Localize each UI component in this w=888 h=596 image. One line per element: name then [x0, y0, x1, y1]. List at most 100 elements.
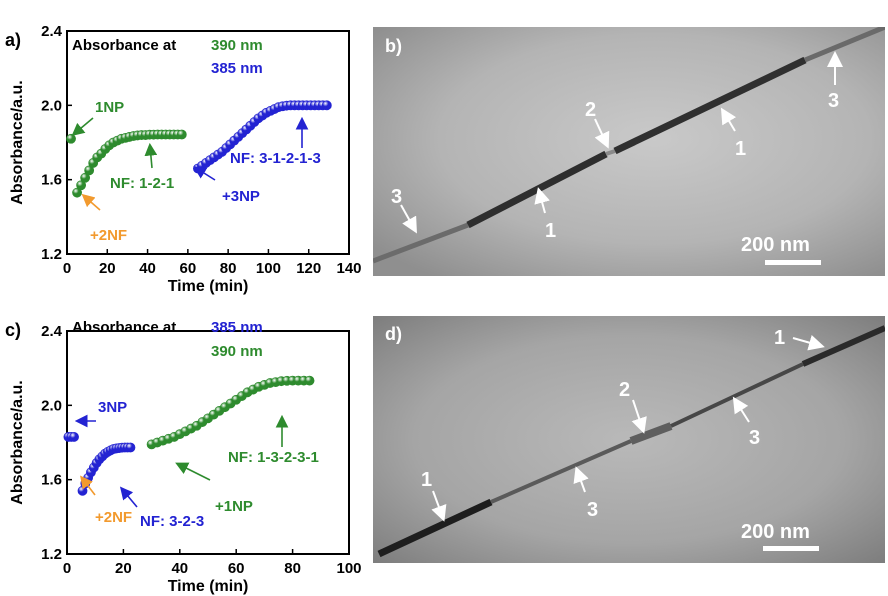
- y-axis-title: Absorbance/a.u.: [9, 380, 26, 504]
- tem-background: [373, 27, 885, 276]
- data-point: [76, 180, 86, 191]
- y-tick-label: 1.2: [41, 546, 62, 563]
- annotation-label: +1NP: [215, 498, 253, 515]
- nanowire-segment-3: [804, 27, 885, 63]
- x-tick-label: 60: [228, 560, 245, 577]
- label-segment: 1: [545, 220, 556, 242]
- arrow-1-right: [720, 107, 737, 132]
- scale-bar-label: 200 nm: [741, 521, 810, 543]
- label-segment: 3: [749, 427, 760, 449]
- data-point: [125, 442, 136, 453]
- annotation-label: NF: 3-2-3: [140, 513, 204, 530]
- legend-title: Absorbance at: [72, 37, 176, 54]
- label-segment: 2: [619, 379, 630, 401]
- x-tick-label: 0: [63, 260, 71, 277]
- annotation-label: 3NP: [98, 399, 127, 416]
- panel-label: d): [385, 324, 402, 344]
- label-segment: 1: [774, 327, 785, 349]
- arrow-2: [594, 118, 610, 149]
- label-segment: 2: [585, 99, 596, 121]
- legend-entry: 390 nm: [211, 37, 263, 54]
- scale-bar: [763, 546, 819, 551]
- y-tick-label: 2.4: [41, 323, 63, 340]
- nanowire-segment-2: [605, 149, 616, 156]
- y-tick-label: 2.4: [41, 23, 63, 40]
- y-axis-title: Absorbance/a.u.: [9, 80, 26, 204]
- plot-frame: [66, 30, 350, 255]
- y-tick-label: 1.6: [41, 472, 62, 489]
- chart-panel-c: 0 20 40 60 80 100 1.2 1.6 2.0 2.4 Time (min) Absorb…: [5, 319, 362, 595]
- annotation-label: +2NF: [95, 509, 132, 526]
- y-tick-label: 2.0: [41, 97, 62, 114]
- arrow-3-left: [573, 466, 589, 493]
- annotation-label: +2NF: [90, 227, 127, 244]
- panel-label: c): [5, 320, 21, 340]
- plot-frame: [66, 330, 350, 555]
- arrow-1-right: [792, 335, 825, 351]
- label-segment: 1: [735, 138, 746, 160]
- x-tick-label: 40: [171, 560, 188, 577]
- x-axis-title: Time (min): [168, 278, 249, 295]
- x-tick-label: 120: [296, 260, 321, 277]
- nanowire-segment-2: [629, 422, 673, 445]
- label-segment: 3: [391, 186, 402, 208]
- x-tick-label: 80: [284, 560, 301, 577]
- annotation-label: NF: 3-1-2-1-3: [230, 150, 321, 167]
- chart-panel-a: 0 20 40 60 80 100 120 140 1.2 1.6 2.0 2.4 Time (min)…: [5, 23, 362, 295]
- y-tick-label: 1.6: [41, 172, 62, 189]
- legend-entry: 385 nm: [211, 319, 263, 336]
- annotation-label: +3NP: [222, 188, 260, 205]
- label-segment: 3: [828, 90, 839, 112]
- data-point: [304, 375, 315, 386]
- data-point: [84, 165, 95, 176]
- legend-title: Absorbance at: [72, 319, 176, 336]
- y-tick-label: 1.2: [41, 246, 62, 263]
- nanowire-segment-3: [373, 222, 469, 264]
- tem-image-b: b) 3 1 2 1 3 200 nm: [373, 27, 885, 276]
- x-axis-title: Time (min): [168, 578, 249, 595]
- x-tick-label: 0: [63, 560, 71, 577]
- scale-bar: [765, 260, 821, 265]
- data-point: [66, 133, 76, 144]
- label-segment: 1: [421, 469, 432, 491]
- data-point: [80, 172, 91, 183]
- x-tick-label: 20: [99, 260, 116, 277]
- arrow-2: [631, 399, 647, 434]
- annotation-label: NF: 1-2-1: [110, 175, 174, 192]
- nanowire-segment-3: [490, 439, 632, 504]
- panel-label: a): [5, 30, 21, 50]
- x-tick-label: 80: [220, 260, 237, 277]
- arrow-3-left: [400, 204, 417, 234]
- data-point: [72, 187, 82, 198]
- legend-entry: 385 nm: [211, 60, 263, 77]
- scale-bar-label: 200 nm: [741, 234, 810, 256]
- x-tick-label: 60: [180, 260, 197, 277]
- annotation-arrow: [119, 486, 138, 508]
- tem-background: [373, 316, 885, 563]
- x-tick-label: 100: [256, 260, 281, 277]
- arrow-3-right: [732, 396, 750, 423]
- arrow-1-left: [431, 490, 447, 522]
- annotation-label: 1NP: [95, 99, 124, 116]
- annotation-arrow: [144, 142, 158, 169]
- label-segment: 3: [587, 499, 598, 521]
- panel-label: b): [385, 36, 402, 56]
- nanowire-segment-1: [377, 498, 493, 558]
- nanowire-segment-3: [670, 362, 804, 428]
- legend-entry: 390 nm: [211, 343, 263, 360]
- nanowire-segment-1: [801, 325, 885, 367]
- annotation-arrow: [193, 166, 216, 181]
- arrow-1-left: [534, 187, 550, 214]
- annotation-arrow: [81, 193, 101, 211]
- annotation-arrow: [71, 117, 94, 137]
- data-point: [176, 129, 187, 140]
- x-tick-label: 20: [115, 560, 132, 577]
- x-tick-label: 140: [336, 260, 361, 277]
- x-tick-label: 40: [139, 260, 156, 277]
- annotation-arrow: [175, 462, 211, 481]
- nanowire-segment-1: [613, 56, 807, 155]
- annotation-label: NF: 1-3-2-3-1: [228, 449, 319, 466]
- y-tick-label: 2.0: [41, 397, 62, 414]
- x-tick-label: 100: [336, 560, 361, 577]
- data-point: [321, 100, 332, 111]
